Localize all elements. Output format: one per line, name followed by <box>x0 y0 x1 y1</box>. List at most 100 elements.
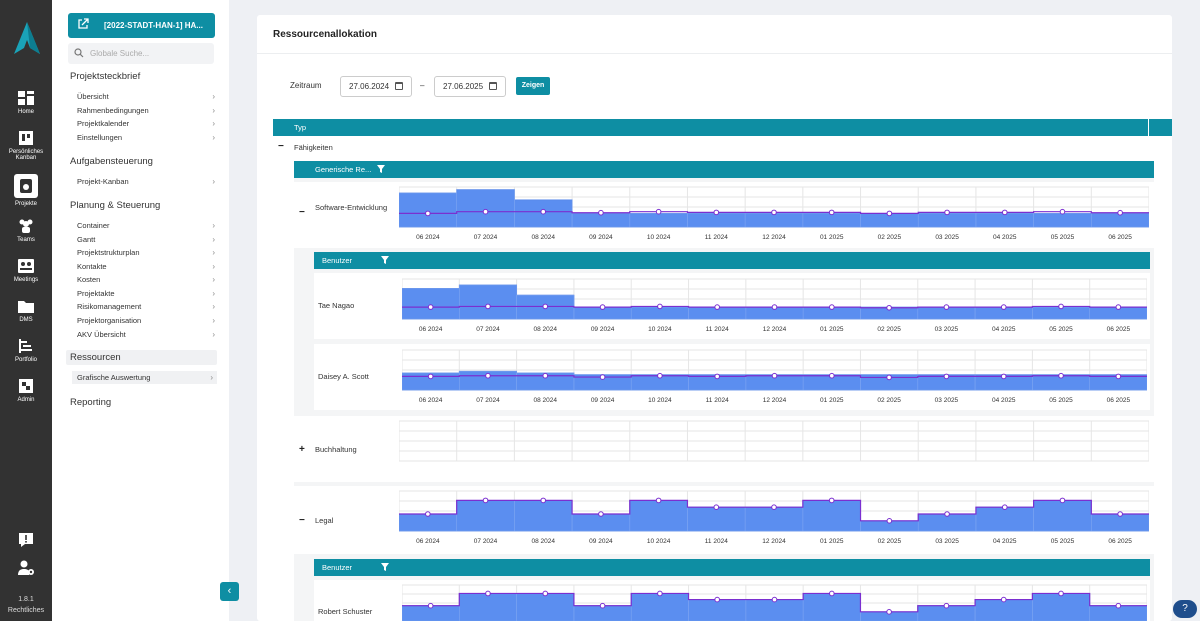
x-tick-label: 12 2024 <box>763 326 787 333</box>
project-selector-button[interactable]: [2022-STADT-HAN-1] HA... <box>68 13 215 38</box>
x-tick-label: 08 2024 <box>534 326 558 333</box>
calendar-icon <box>489 82 497 90</box>
filter-icon[interactable] <box>381 256 389 264</box>
nav-item-rahmenbedingungen[interactable]: Rahmenbedingungen › <box>77 106 215 115</box>
nav-item-einstellungen[interactable]: Einstellungen › <box>77 133 215 142</box>
allocation-point <box>886 304 892 311</box>
generic-resource-header: Generische Re... <box>294 161 1154 178</box>
filter-icon[interactable] <box>377 165 385 173</box>
show-button[interactable]: Zeigen <box>516 77 550 95</box>
header-divider <box>1148 119 1149 136</box>
nav-item-kontakte[interactable]: Kontakte › <box>77 262 215 271</box>
x-tick-label: 01 2025 <box>820 397 844 404</box>
nav-item-kosten[interactable]: Kosten › <box>77 275 215 284</box>
allocation-point <box>655 497 662 504</box>
rail-home[interactable]: Home <box>0 90 52 115</box>
users-header-label: Benutzer <box>322 563 353 572</box>
projects-icon <box>14 174 38 198</box>
allocation-point <box>771 372 778 379</box>
chevron-right-icon: › <box>212 133 215 142</box>
rail-admin[interactable]: Admin <box>0 378 52 403</box>
allocation-point <box>1117 209 1123 216</box>
section-planung: Planung & Steuerung <box>70 200 161 211</box>
collapse-faehigkeiten-button[interactable]: − <box>278 141 284 152</box>
allocation-point <box>714 373 720 380</box>
nav-item-gantt[interactable]: Gantt › <box>77 235 215 244</box>
allocation-point <box>542 303 549 310</box>
nav-item-akv-uebersicht[interactable]: AKV Übersicht › <box>77 330 215 339</box>
nav-item-projektakte[interactable]: Projektakte › <box>77 289 215 298</box>
allocation-point <box>771 304 778 310</box>
allocation-line <box>402 375 1147 379</box>
date-from-input[interactable]: 27.06.2024 <box>340 76 412 97</box>
help-button[interactable]: ? <box>1173 600 1197 618</box>
home-icon <box>18 91 34 105</box>
chevron-right-icon: › <box>212 330 215 339</box>
allocation-point <box>1058 590 1064 597</box>
x-tick-label: 08 2024 <box>531 538 555 545</box>
nav-item-grafische-auswertung[interactable]: Grafische Auswertung › <box>72 371 217 384</box>
rail-dms[interactable]: DMS <box>0 298 52 323</box>
allocation-point <box>599 374 606 380</box>
section-aufgabensteuerung: Aufgabensteuerung <box>70 156 153 167</box>
x-tick-label: 12 2024 <box>763 397 787 404</box>
x-tick-label: 10 2024 <box>647 234 671 241</box>
nav-item-label: Gantt <box>77 235 96 244</box>
chevron-right-icon: › <box>212 235 215 244</box>
nav-item-uebersicht[interactable]: Übersicht › <box>77 92 215 101</box>
global-search-input[interactable]: Globale Suche... <box>68 43 214 64</box>
filter-icon[interactable] <box>381 563 389 571</box>
feedback-button[interactable] <box>0 532 52 551</box>
collapse-software-button[interactable]: − <box>299 207 305 218</box>
x-tick-label: 12 2024 <box>762 234 786 241</box>
x-tick-label: 06 2025 <box>1108 234 1132 241</box>
period-label: Zeitraum <box>290 81 322 90</box>
nav-item-projekt-kanban[interactable]: Projekt-Kanban › <box>77 177 215 186</box>
row-label-robert: Robert Schuster <box>318 607 373 616</box>
allocation-point <box>771 504 777 511</box>
rail-teams[interactable]: Teams <box>0 218 52 243</box>
allocation-point <box>425 210 431 217</box>
collapse-sidebar-button[interactable]: ‹ <box>220 582 239 601</box>
user-settings-button[interactable] <box>0 560 52 579</box>
allocation-point <box>1001 209 1008 216</box>
x-tick-label: 07 2024 <box>476 326 500 333</box>
section-ressourcen[interactable]: Ressourcen <box>66 350 217 365</box>
nav-item-projektstrukturplan[interactable]: Projektstrukturplan › <box>77 248 215 257</box>
users-header-legal: Benutzer <box>314 559 1150 576</box>
nav-item-projektorganisation[interactable]: Projektorganisation › <box>77 316 215 325</box>
allocation-point <box>771 596 778 603</box>
x-tick-label: 01 2025 <box>820 538 844 545</box>
rail-meetings[interactable]: Meetings <box>0 258 52 283</box>
rail-portfolio[interactable]: Portfolio <box>0 338 52 363</box>
section-reporting[interactable]: Reporting <box>70 397 112 408</box>
allocation-point <box>1115 373 1122 380</box>
allocation-point <box>599 602 606 609</box>
rail-kanban[interactable]: Persönliches Kanban <box>0 130 52 161</box>
allocation-point <box>943 602 950 609</box>
nav-item-label: Kontakte <box>77 262 107 271</box>
nav-item-label: Risikomanagement <box>77 302 142 311</box>
rail-meetings-label: Meetings <box>13 277 39 283</box>
users-header-label: Benutzer <box>322 256 353 265</box>
date-to-input[interactable]: 27.06.2025 <box>434 76 506 97</box>
page-title: Ressourcenallokation <box>273 29 377 40</box>
expand-buchhaltung-button[interactable]: + <box>299 444 305 455</box>
nav-item-container[interactable]: Container › <box>77 221 215 230</box>
nav-item-label: Kosten <box>77 275 101 284</box>
nav-item-projektkalender[interactable]: Projektkalender › <box>77 119 215 128</box>
chevron-right-icon: › <box>212 316 215 325</box>
allocation-point <box>714 596 720 603</box>
collapse-legal-button[interactable]: − <box>299 515 305 526</box>
x-tick-label: 07 2024 <box>474 538 498 545</box>
calendar-icon <box>395 82 403 90</box>
chevron-right-icon: › <box>212 289 215 298</box>
rail-projects[interactable]: Projekte <box>0 174 52 207</box>
allocation-point <box>1000 596 1007 603</box>
nav-item-risikomanagement[interactable]: Risikomanagement › <box>77 302 215 311</box>
x-tick-label: 09 2024 <box>589 234 613 241</box>
rail-portfolio-label: Portfolio <box>14 357 37 363</box>
allocation-point <box>427 602 434 609</box>
legal-link[interactable]: Rechtliches <box>7 607 45 614</box>
allocation-point <box>482 208 489 215</box>
